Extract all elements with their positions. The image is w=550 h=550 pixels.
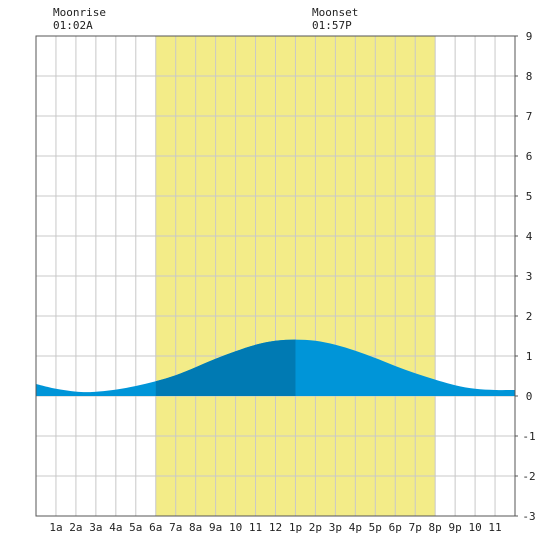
x-tick-label: 12 <box>269 521 282 534</box>
x-tick-label: 10 <box>468 521 481 534</box>
y-tick-label: 4 <box>526 230 533 243</box>
x-tick-label: 5p <box>369 521 382 534</box>
x-tick-label: 6p <box>389 521 402 534</box>
x-tick-label: 6a <box>149 521 162 534</box>
moon-event-time: 01:02A <box>53 19 93 32</box>
x-tick-label: 4p <box>349 521 362 534</box>
x-tick-label: 10 <box>229 521 242 534</box>
x-tick-label: 3a <box>89 521 102 534</box>
tide-area-daylight-shade <box>155 339 296 396</box>
y-tick-label: 1 <box>526 350 533 363</box>
x-tick-label: 2a <box>69 521 82 534</box>
x-tick-label: 3p <box>329 521 342 534</box>
y-tick-label: -3 <box>522 510 535 523</box>
x-tick-label: 9a <box>209 521 222 534</box>
x-tick-label: 7a <box>169 521 182 534</box>
x-tick-label: 7p <box>409 521 422 534</box>
y-tick-label: -1 <box>522 430 535 443</box>
x-tick-label: 1a <box>49 521 62 534</box>
x-tick-label: 1p <box>289 521 302 534</box>
y-tick-label: 9 <box>526 30 533 43</box>
y-tick-label: -2 <box>522 470 535 483</box>
y-tick-label: 7 <box>526 110 533 123</box>
y-tick-label: 3 <box>526 270 533 283</box>
x-tick-label: 4a <box>109 521 122 534</box>
x-tick-label: 9p <box>449 521 462 534</box>
y-tick-label: 8 <box>526 70 533 83</box>
x-tick-label: 2p <box>309 521 322 534</box>
y-tick-label: 0 <box>526 390 533 403</box>
x-tick-label: 8p <box>429 521 442 534</box>
y-tick-label: 2 <box>526 310 533 323</box>
x-tick-label: 11 <box>249 521 262 534</box>
y-tick-label: 6 <box>526 150 533 163</box>
moon-event-label: Moonset <box>312 6 358 19</box>
x-tick-label: 8a <box>189 521 202 534</box>
x-tick-label: 5a <box>129 521 142 534</box>
moon-event-label: Moonrise <box>53 6 106 19</box>
x-tick-label: 11 <box>488 521 501 534</box>
y-tick-label: 5 <box>526 190 533 203</box>
moon-event-time: 01:57P <box>312 19 352 32</box>
